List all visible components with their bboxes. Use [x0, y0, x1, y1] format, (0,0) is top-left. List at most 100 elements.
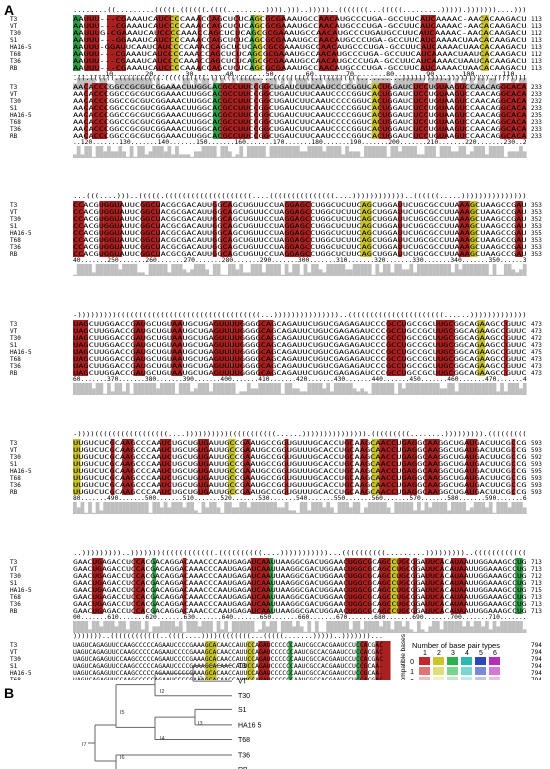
- conservation-bar: [163, 383, 168, 395]
- legend-row-label: 2: [410, 679, 414, 680]
- sequence-row: UAGCUUGGACCGAUGCUGUAAUGCUGAGUUUUGGGGCAGC…: [73, 321, 527, 328]
- conservation-bar: [364, 391, 368, 395]
- conservation-bar: [273, 502, 278, 514]
- conservation-bar: [144, 154, 149, 158]
- conservation-bar: [364, 78, 368, 90]
- taxon-label: HA16-5: [10, 44, 32, 51]
- paired-column: [379, 558, 391, 614]
- conservation-bar: [447, 78, 451, 90]
- conservation-bar: [341, 264, 346, 276]
- conservation-bar: [118, 502, 123, 514]
- conservation-bar: [515, 621, 520, 633]
- end-position: 593: [531, 447, 542, 454]
- paired-column: [133, 320, 145, 376]
- conservation-bar: [159, 146, 164, 158]
- conservation-bar: [250, 78, 255, 90]
- conservation-bar: [432, 383, 436, 395]
- conservation-bar: [318, 78, 323, 90]
- conservation-bar: [258, 629, 262, 633]
- conservation-bar: [507, 507, 512, 514]
- conservation-bar: [439, 502, 444, 514]
- alignment-block: .((.((((((.((((((((((.((((((((((.(((((((…: [10, 76, 542, 158]
- conservation-bar: [159, 621, 164, 633]
- conservation-bar: [356, 502, 361, 514]
- end-position: 233: [531, 84, 542, 91]
- conservation-bar: [235, 269, 240, 276]
- sequence-row: UUGUCUCGCAAGCCCAAUCUGCUGUGAUUGCCGAAUGCCG…: [73, 482, 527, 489]
- conservation-bar: [288, 146, 293, 158]
- conservation-bar: [424, 146, 429, 158]
- conservation-bar: [110, 621, 115, 633]
- taxon-label: T3: [10, 559, 18, 566]
- conservation-bar: [110, 88, 115, 90]
- conservation-bar: [186, 78, 191, 90]
- conservation-bar: [288, 272, 293, 276]
- sequence-row: UAGCUUGGACCGAUGCUGUAAUGCUGAGUUUUGGGGCAGC…: [73, 363, 527, 370]
- conservation-bar: [405, 78, 410, 90]
- legend-column-label: 2: [437, 650, 441, 657]
- conservation-bar: [477, 383, 482, 395]
- conservation-bar: [190, 86, 194, 90]
- conservation-bar: [201, 78, 206, 90]
- conservation-bar: [239, 621, 244, 633]
- conservation-bar: [167, 383, 172, 395]
- taxon-label: S1: [10, 663, 18, 670]
- conservation-bar: [330, 146, 334, 158]
- paired-column: [469, 201, 478, 257]
- conservation-bar: [416, 383, 421, 395]
- conservation-bar: [235, 154, 240, 158]
- conservation-bar: [118, 78, 123, 90]
- conservation-bar: [88, 383, 92, 395]
- conservation-bar: [401, 626, 406, 633]
- legend-row-label: 1: [410, 669, 414, 676]
- paired-column: [182, 558, 187, 614]
- sequence-row: UUGUCUCGCAAGCCCAAUCUGCUGUGAUUGCCGAAUGCCG…: [73, 461, 527, 468]
- conservation-bar: [322, 507, 327, 514]
- conservation-bar: [246, 272, 251, 276]
- sequence-row: CCACGUGGUAUUCGGCUACGCGACAUUGGCAGCUGUUCCU…: [73, 223, 527, 230]
- conservation-bar: [364, 146, 368, 158]
- conservation-bar: [322, 272, 327, 276]
- conservation-bar: [137, 146, 142, 158]
- conservation-bar: [337, 146, 342, 158]
- conservation-bar: [254, 631, 259, 633]
- conservation-bar: [451, 272, 455, 276]
- conservation-bar: [307, 383, 312, 395]
- conservation-bar: [103, 393, 108, 395]
- conservation-bar: [182, 154, 187, 158]
- conservation-bar: [178, 88, 183, 90]
- conservation-bar: [141, 629, 145, 633]
- conservation-bar: [288, 383, 293, 395]
- conservation-bar: [148, 383, 153, 395]
- conservation-bar: [190, 391, 194, 395]
- conservation-bar: [454, 391, 459, 395]
- conservation-bar: [371, 274, 376, 276]
- conservation-bar: [394, 502, 399, 514]
- conservation-bar: [258, 146, 262, 158]
- conservation-bar: [209, 86, 213, 90]
- conservation-bar: [186, 383, 191, 395]
- conservation-bar: [299, 502, 304, 514]
- end-position: 233: [531, 119, 542, 126]
- paired-column: [197, 439, 210, 495]
- paired-column: [235, 83, 251, 139]
- end-position: 794: [531, 677, 542, 680]
- taxon-label: T30: [10, 30, 21, 37]
- conservation-bar: [447, 264, 451, 276]
- conservation-bar: [488, 383, 493, 395]
- sequence-row: UAGUCAGAGUUCCAAGCCCCCAGAAUCCCCGAAAGCACAA…: [73, 677, 383, 680]
- conservation-bar: [367, 393, 372, 395]
- conservation-bar: [212, 631, 217, 633]
- taxon-label: S1: [10, 342, 18, 349]
- legend-swatch: [475, 667, 486, 675]
- paired-column: [371, 439, 380, 495]
- conservation-bar: [409, 629, 414, 633]
- paired-column: [235, 15, 240, 71]
- conservation-bar: [137, 78, 142, 90]
- conservation-bar: [522, 629, 527, 633]
- taxon-label: T30: [10, 656, 21, 663]
- sequence-row: AACACCCGGCCGCGUCGGAAACUUGGCACGCCUUCCGGCU…: [73, 91, 527, 98]
- conservation-bar: [239, 502, 244, 514]
- conservation-bar: [190, 156, 194, 158]
- conservation-bar: [367, 621, 372, 633]
